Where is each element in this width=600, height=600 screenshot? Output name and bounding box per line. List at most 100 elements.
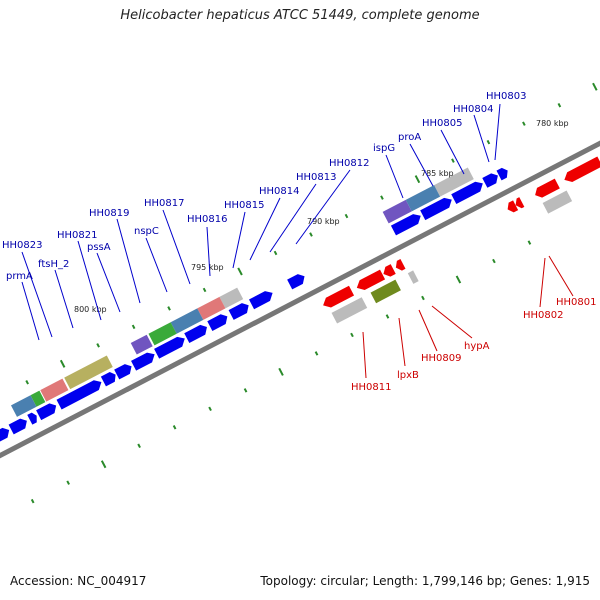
label-leader — [418, 309, 438, 352]
scale-tick — [385, 314, 390, 319]
feature-bar-steelblue — [10, 395, 37, 417]
label-leader — [54, 269, 74, 329]
feature-bar-olive — [64, 355, 113, 390]
label-leader — [249, 197, 281, 261]
feature-bar-gray — [331, 297, 368, 324]
gene-label-reverse: HH0802 — [523, 310, 564, 321]
map-title: Helicobacter hepaticus ATCC 51449, compl… — [120, 8, 480, 23]
forward-gene — [154, 336, 185, 359]
gene-label-forward: nspC — [134, 226, 159, 237]
scale-tick — [414, 175, 421, 184]
feature-bar-steelblue — [405, 185, 441, 212]
label-leader — [21, 281, 40, 341]
reverse-gene — [535, 178, 560, 198]
label-leader — [162, 209, 191, 285]
forward-gene — [114, 364, 132, 380]
scale-tick — [451, 158, 455, 163]
gene-label-reverse: hypA — [464, 341, 490, 352]
scale-tick — [273, 250, 278, 256]
label-leader — [77, 240, 102, 321]
forward-gene — [287, 274, 305, 290]
reverse-gene — [323, 285, 355, 308]
label-leader — [116, 218, 141, 304]
scale-tick — [455, 275, 462, 284]
gene-label-reverse: HH0811 — [351, 382, 392, 393]
scale-tick — [167, 306, 171, 311]
label-leader — [96, 252, 121, 313]
reverse-strand — [323, 156, 600, 324]
gene-label-forward: HH0823 — [2, 240, 43, 251]
label-leader — [440, 129, 465, 175]
reverse-gene — [515, 197, 525, 209]
gene-label-forward: HH0819 — [89, 208, 130, 219]
forward-gene — [56, 380, 102, 410]
gene-label-forward: HH0812 — [329, 158, 370, 169]
feature-bar-green — [30, 390, 46, 407]
label-leader — [494, 103, 501, 161]
label-leader — [409, 143, 434, 187]
scale-tick — [202, 287, 207, 293]
forward-gene — [207, 314, 228, 331]
label-leader — [269, 183, 317, 253]
gene-label-forward: ftsH_2 — [38, 259, 69, 270]
scale-label: 790 kbp — [307, 217, 340, 226]
gene-label-forward: pssA — [87, 242, 111, 253]
feature-bar-gray — [542, 190, 573, 214]
feature-bar-gray — [434, 167, 474, 197]
feature-bar-gray — [407, 270, 419, 284]
scale-tick — [243, 388, 248, 393]
gene-label-reverse: lpxB — [397, 370, 419, 381]
label-leader — [473, 114, 490, 163]
scale-tick — [421, 295, 425, 301]
label-leader — [206, 226, 211, 277]
accession-text: Accession: NC_004917 — [10, 574, 147, 588]
scale-label: 785 kbp — [421, 169, 454, 178]
scale-tick — [237, 267, 243, 276]
reverse-gene — [507, 200, 519, 213]
forward-gene — [131, 352, 155, 371]
feature-bar-salmon — [197, 296, 226, 320]
scale-tick — [278, 367, 284, 376]
label-leader — [431, 305, 473, 339]
gene-label-forward: HH0817 — [144, 198, 185, 209]
scale-tick — [380, 195, 384, 200]
forward-gene — [27, 412, 37, 425]
scale-tick — [522, 121, 526, 126]
label-leader — [145, 237, 168, 293]
gene-label-forward: HH0815 — [224, 200, 265, 211]
scale-tick — [172, 425, 177, 430]
label-leader — [398, 317, 406, 367]
forward-gene — [184, 324, 207, 343]
scale-label: 780 kbp — [536, 119, 569, 128]
label-leader — [539, 257, 546, 308]
feature-bar-olive — [370, 279, 401, 304]
forward-gene — [390, 214, 421, 236]
reverse-gene — [383, 264, 396, 277]
label-leader — [548, 255, 574, 297]
gene-label-forward: ispG — [373, 143, 395, 154]
scale-tick — [30, 498, 35, 504]
scale-tick — [137, 443, 141, 448]
gene-label-forward: proA — [398, 132, 421, 143]
reverse-gene — [356, 269, 386, 290]
label-leader — [295, 169, 351, 245]
scale-tick — [350, 332, 354, 338]
scale-tick — [100, 460, 107, 469]
feature-bar-purple — [130, 334, 153, 355]
scale-tick — [131, 324, 136, 330]
forward-gene — [496, 167, 508, 181]
scale-tick — [66, 480, 70, 485]
gene-label-forward: prmA — [6, 271, 33, 282]
gene-label-reverse: HH0809 — [421, 353, 462, 364]
gene-label-forward: HH0821 — [57, 230, 98, 241]
scale-label: 795 kbp — [191, 263, 224, 272]
reverse-gene — [395, 259, 406, 271]
gene-label-forward: HH0804 — [453, 104, 494, 115]
gene-label-reverse: HH0801 — [556, 297, 597, 308]
forward-gene — [482, 173, 498, 188]
forward-strand — [0, 167, 508, 444]
forward-gene — [0, 427, 10, 444]
label-leader — [232, 211, 246, 269]
genome-backbone — [0, 103, 600, 496]
forward-gene — [420, 197, 452, 221]
